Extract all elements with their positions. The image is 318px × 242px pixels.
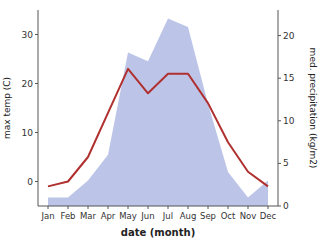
y2-tick-label: 20 bbox=[283, 31, 295, 41]
y-axis-label: max temp (C) bbox=[2, 77, 12, 139]
x-tick bbox=[128, 206, 129, 209]
y-tick bbox=[35, 83, 38, 84]
x-tick bbox=[228, 206, 229, 209]
x-tick-label: Nov bbox=[240, 211, 257, 221]
y-tick bbox=[35, 181, 38, 182]
y-tick bbox=[35, 34, 38, 35]
y2-tick-label: 0 bbox=[283, 201, 289, 211]
y2-tick bbox=[278, 35, 281, 36]
x-tick bbox=[88, 206, 89, 209]
y2-tick-label: 10 bbox=[283, 116, 295, 126]
x-tick bbox=[208, 206, 209, 209]
x-tick bbox=[268, 206, 269, 209]
x-axis-label: date (month) bbox=[121, 227, 195, 238]
y-tick-label: 20 bbox=[22, 79, 34, 89]
x-tick-label: Feb bbox=[60, 211, 75, 221]
y2-tick bbox=[278, 163, 281, 164]
x-axis-line bbox=[38, 206, 278, 207]
x-tick bbox=[248, 206, 249, 209]
x-tick-label: Sep bbox=[200, 211, 216, 221]
y-tick-label: 10 bbox=[22, 128, 34, 138]
y2-tick-label: 5 bbox=[283, 158, 289, 168]
x-tick bbox=[188, 206, 189, 209]
x-tick-label: Aug bbox=[180, 211, 197, 221]
right-axis-line bbox=[278, 10, 279, 206]
x-tick-label: Mar bbox=[80, 211, 97, 221]
y-tick bbox=[35, 132, 38, 133]
chart: 0 10 20 30 0 5 10 15 20 Jan Feb Mar AprMayJun Jul AugS… bbox=[0, 0, 318, 242]
x-tick-label: Jan bbox=[40, 211, 54, 221]
y-tick-label: 0 bbox=[27, 177, 33, 187]
x-tick-label: Oct bbox=[221, 211, 236, 221]
y2-tick bbox=[278, 78, 281, 79]
x-tick bbox=[168, 206, 169, 209]
x-tick bbox=[68, 206, 69, 209]
x-tick-label: Apr bbox=[101, 211, 116, 221]
x-tick-label: May bbox=[119, 211, 137, 221]
x-tick-label: Dec bbox=[260, 211, 277, 221]
plot-area bbox=[48, 19, 268, 206]
temperature-line bbox=[48, 69, 268, 187]
x-tick-label: Jun bbox=[140, 211, 154, 221]
precipitation-area bbox=[48, 19, 268, 206]
x-tick-label: Jul bbox=[162, 211, 173, 221]
y2-tick bbox=[278, 206, 281, 207]
y-tick-label: 30 bbox=[22, 30, 34, 40]
x-tick bbox=[48, 206, 49, 209]
y2-axis-label: med. precipitation (kg/m2) bbox=[308, 48, 318, 169]
y2-tick-label: 15 bbox=[283, 73, 294, 83]
x-tick bbox=[148, 206, 149, 209]
left-axis-line bbox=[38, 10, 39, 206]
y2-tick bbox=[278, 120, 281, 121]
x-tick bbox=[108, 206, 109, 209]
